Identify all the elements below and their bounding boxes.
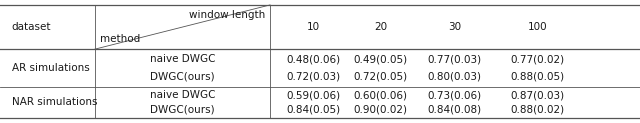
- Text: dataset: dataset: [12, 22, 51, 32]
- Text: naive DWGC: naive DWGC: [150, 54, 215, 64]
- Text: 0.72(0.03): 0.72(0.03): [287, 72, 340, 82]
- Text: 100: 100: [528, 22, 547, 32]
- Text: 30: 30: [448, 22, 461, 32]
- Text: naive DWGC: naive DWGC: [150, 90, 215, 100]
- Text: 0.77(0.02): 0.77(0.02): [511, 54, 564, 64]
- Text: 0.73(0.06): 0.73(0.06): [428, 90, 481, 100]
- Text: 0.90(0.02): 0.90(0.02): [354, 105, 408, 115]
- Text: method: method: [100, 34, 140, 44]
- Text: 0.72(0.05): 0.72(0.05): [354, 72, 408, 82]
- Text: 0.87(0.03): 0.87(0.03): [511, 90, 564, 100]
- Text: 0.84(0.05): 0.84(0.05): [287, 105, 340, 115]
- Text: 0.60(0.06): 0.60(0.06): [354, 90, 408, 100]
- Text: DWGC(ours): DWGC(ours): [150, 72, 214, 82]
- Text: window length: window length: [189, 10, 265, 20]
- Text: 20: 20: [374, 22, 387, 32]
- Text: DWGC(ours): DWGC(ours): [150, 105, 214, 115]
- Text: 0.80(0.03): 0.80(0.03): [428, 72, 481, 82]
- Text: 0.77(0.03): 0.77(0.03): [428, 54, 481, 64]
- Text: AR simulations: AR simulations: [12, 63, 89, 73]
- Text: NAR simulations: NAR simulations: [12, 97, 97, 107]
- Text: 0.48(0.06): 0.48(0.06): [287, 54, 340, 64]
- Text: 0.84(0.08): 0.84(0.08): [428, 105, 481, 115]
- Text: 10: 10: [307, 22, 320, 32]
- Text: 0.59(0.06): 0.59(0.06): [287, 90, 340, 100]
- Text: 0.88(0.02): 0.88(0.02): [511, 105, 564, 115]
- Text: 0.88(0.05): 0.88(0.05): [511, 72, 564, 82]
- Text: 0.49(0.05): 0.49(0.05): [354, 54, 408, 64]
